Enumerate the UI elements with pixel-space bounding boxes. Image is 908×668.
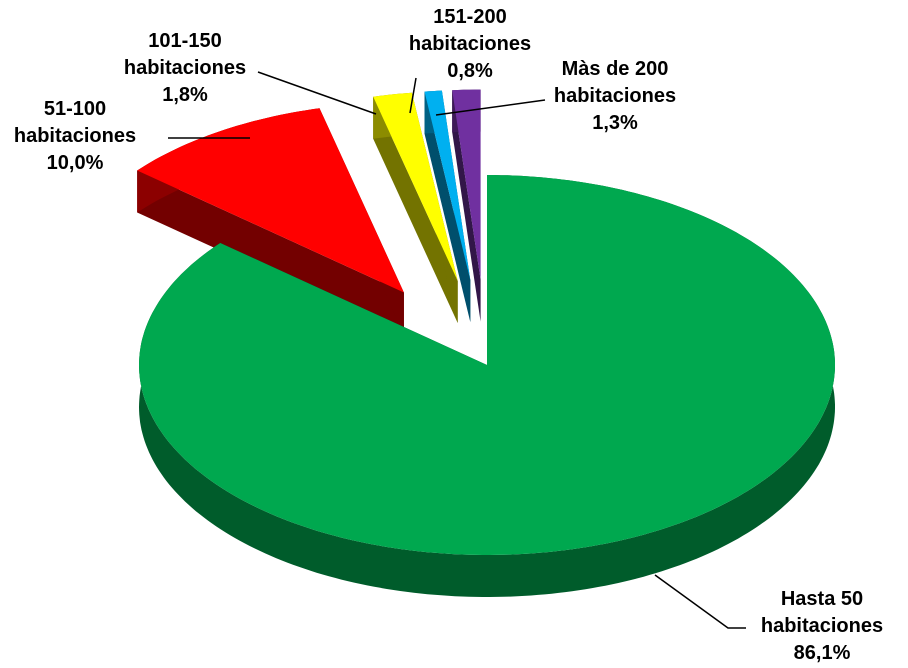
slice-side <box>452 90 481 322</box>
slice-top <box>424 90 471 280</box>
slice-top <box>137 108 404 293</box>
data-label: 51-100 habitaciones 10,0% <box>0 96 155 177</box>
slice <box>137 108 404 335</box>
category-label: 101-150 habitaciones <box>123 30 247 79</box>
leader-line <box>409 77 417 114</box>
value-label: 1,3% <box>592 112 638 134</box>
leader-line <box>257 71 377 115</box>
slice-top <box>373 92 458 281</box>
value-label: 10,0% <box>46 152 104 174</box>
slice-side <box>373 96 458 323</box>
data-label: 151-200 habitaciones 0,8% <box>390 4 550 85</box>
category-label: Hasta 50 habitaciones <box>760 588 884 637</box>
value-label: 0,8% <box>447 60 493 82</box>
leader-line <box>654 574 746 629</box>
data-label: Màs de 200 habitaciones 1,3% <box>535 56 695 137</box>
slice <box>373 92 458 323</box>
value-label: 1,8% <box>162 84 208 106</box>
category-label: 51-100 habitaciones <box>13 98 137 147</box>
slice-side <box>424 91 471 322</box>
value-label: 86,1% <box>793 642 851 664</box>
pie <box>137 89 835 597</box>
data-label: Hasta 50 habitaciones 86,1% <box>742 586 902 667</box>
slice-top <box>452 89 481 280</box>
category-label: Màs de 200 habitaciones <box>553 58 677 107</box>
data-label: 101-150 habitaciones 1,8% <box>105 28 265 109</box>
slice-top <box>139 175 835 555</box>
leader-line <box>435 99 546 116</box>
slice <box>424 90 471 322</box>
slice <box>139 175 835 597</box>
slice-side <box>137 170 404 335</box>
category-label: 151-200 habitaciones <box>408 6 532 55</box>
